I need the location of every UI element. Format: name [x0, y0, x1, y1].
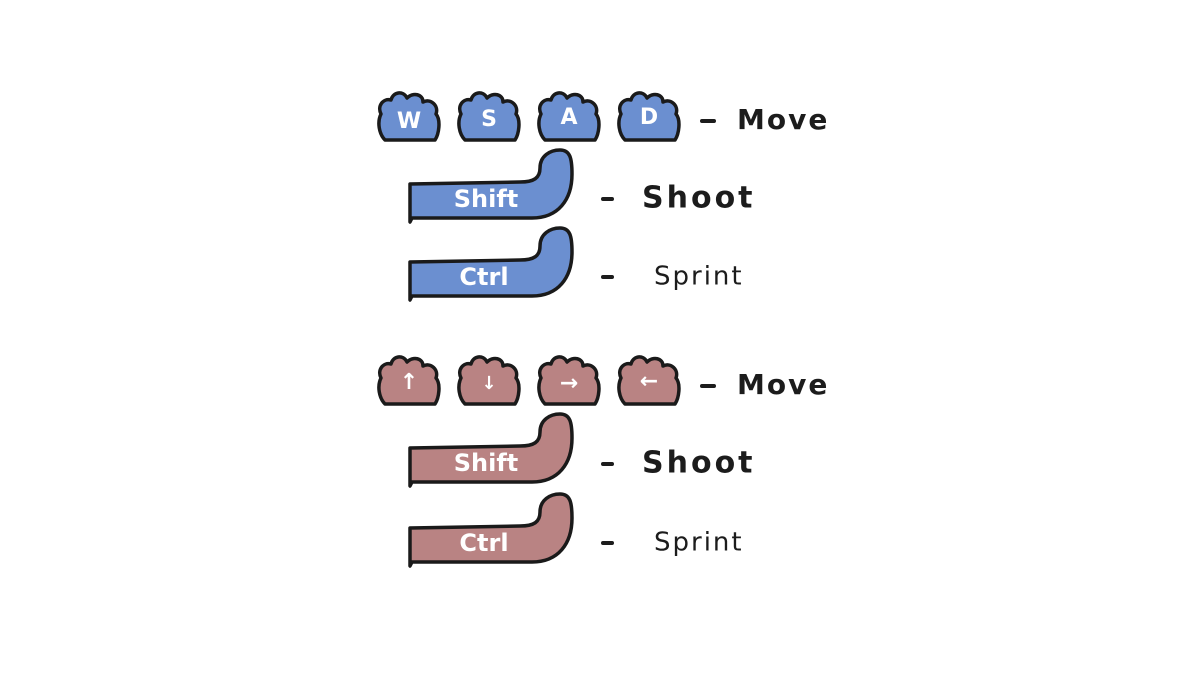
- arrow-left-icon: ←: [640, 369, 658, 394]
- key-a: A: [537, 91, 601, 142]
- player2-shoot-row: Shift Shoot: [408, 412, 756, 488]
- player2-sprint-row: Ctrl Sprint: [408, 492, 744, 568]
- player2-move-row: ↑ ↓ → ← Move: [377, 355, 829, 406]
- player2-move-label: Move: [737, 368, 829, 401]
- arrow-down-icon: ↓: [481, 373, 496, 394]
- player1-sprint-row: Ctrl Sprint: [408, 226, 744, 302]
- key-ctrl-label: Ctrl: [459, 263, 508, 291]
- arrow-up-icon: ↑: [400, 370, 418, 395]
- player1-move-row: W S A D Move: [377, 91, 829, 142]
- player1-move-label: Move: [737, 103, 829, 136]
- key-ctrl: Ctrl: [408, 492, 574, 568]
- key-shift-label: Shift: [454, 449, 519, 477]
- key-arrow-up: ↑: [377, 355, 441, 406]
- player1-sprint-label: Sprint: [654, 262, 744, 292]
- key-w: W: [377, 91, 441, 142]
- player1-shoot-label: Shoot: [642, 181, 756, 216]
- key-s-label: S: [481, 107, 497, 132]
- key-d-label: D: [640, 105, 658, 130]
- key-s: S: [457, 91, 521, 142]
- key-ctrl-label: Ctrl: [459, 529, 508, 557]
- player2-controls: ↑ ↓ → ← Move Shift Shoot: [377, 355, 829, 568]
- key-arrow-right: →: [537, 355, 601, 406]
- key-arrow-down: ↓: [457, 355, 521, 406]
- player2-shoot-label: Shoot: [642, 446, 756, 481]
- key-shift-label: Shift: [454, 185, 519, 213]
- key-w-label: W: [397, 109, 421, 134]
- player1-controls: W S A D Move Shift Shoot: [377, 91, 829, 302]
- key-a-label: A: [560, 105, 577, 130]
- player1-shoot-row: Shift Shoot: [408, 148, 756, 224]
- key-ctrl: Ctrl: [408, 226, 574, 302]
- player2-sprint-label: Sprint: [654, 528, 744, 558]
- key-d: D: [617, 91, 681, 142]
- arrow-right-icon: →: [560, 371, 578, 396]
- key-shift: Shift: [408, 148, 574, 224]
- key-shift: Shift: [408, 412, 574, 488]
- key-arrow-left: ←: [617, 355, 681, 406]
